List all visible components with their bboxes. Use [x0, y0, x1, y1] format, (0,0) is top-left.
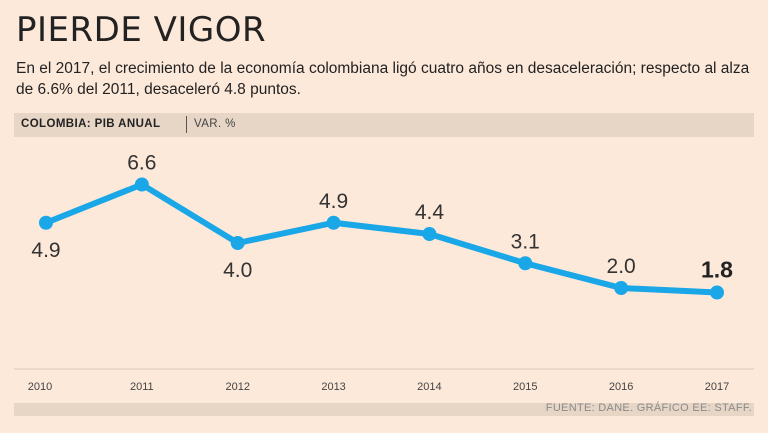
x-tick-2012: 2012	[225, 381, 249, 393]
x-tick-2017: 2017	[705, 381, 729, 393]
data-label-2010: 4.9	[31, 239, 60, 262]
data-point-2015	[518, 256, 532, 270]
data-labels: 4.9 6.6 4.0 4.9 4.4 3.1 2.0 1.8	[31, 152, 733, 283]
data-point-2016	[614, 281, 628, 295]
source-note: FUENTE: DANE. GRÁFICO EE: STAFF.	[546, 402, 752, 414]
data-label-2015: 3.1	[511, 230, 540, 253]
data-point-2010	[39, 216, 53, 230]
line-chart: 20102011201220132014201520162017 4.96.64…	[0, 0, 768, 433]
data-label-2011: 6.6	[127, 152, 156, 175]
data-point-2012	[231, 236, 245, 250]
data-point-2017	[710, 286, 724, 300]
data-label-2017: 1.8	[701, 257, 733, 283]
series-points	[39, 178, 724, 300]
x-tick-2010: 2010	[28, 381, 52, 393]
data-label-2014: 4.4	[415, 201, 445, 224]
data-label-2016: 2.0	[607, 255, 636, 278]
data-label-2012: 4.0	[223, 259, 252, 282]
data-label-2013: 4.9	[319, 190, 348, 213]
x-tick-2011: 2011	[130, 381, 154, 393]
data-point-2011	[135, 178, 149, 192]
x-tick-2015: 2015	[513, 381, 537, 393]
data-point-2013	[327, 216, 341, 230]
x-tick-2013: 2013	[321, 381, 345, 393]
x-axis-ticks: 2010 2011 2012 2013 2014 2015 2016 2017	[28, 381, 729, 393]
x-tick-2014: 2014	[417, 381, 441, 393]
data-point-2014	[422, 227, 436, 241]
x-tick-2016: 2016	[609, 381, 633, 393]
